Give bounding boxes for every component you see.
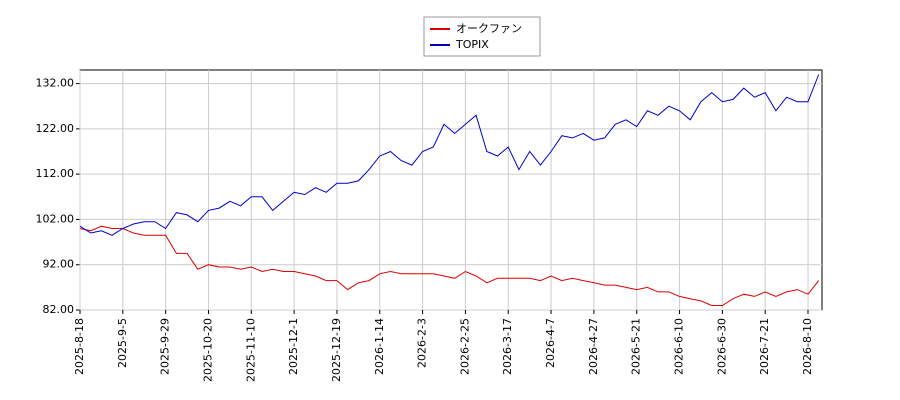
x-tick-label: 2026-1-14: [373, 318, 386, 375]
y-tick-label: 122.00: [36, 122, 75, 135]
x-tick-label: 2026-8-10: [801, 318, 814, 375]
x-tick-label: 2025-9-29: [159, 318, 172, 375]
legend-label: オークファン: [456, 22, 522, 35]
legend: オークファン TOPIX: [430, 22, 522, 51]
y-tick-label: 112.00: [36, 167, 75, 180]
x-tick-label: 2026-4-7: [544, 318, 557, 368]
y-tick-label: 82.00: [43, 303, 75, 316]
x-tick-label: 2025-8-18: [73, 318, 86, 375]
x-tick-label: 2026-5-21: [630, 318, 643, 375]
x-tick-label: 2026-6-10: [673, 318, 686, 375]
x-tick-label: 2026-4-27: [587, 318, 600, 375]
x-tick-label: 2025-11-10: [244, 318, 257, 382]
legend-box: [423, 16, 541, 57]
x-tick-label: 2026-2-3: [416, 318, 429, 368]
y-tick-label: 102.00: [36, 212, 75, 225]
plot-frame: [79, 69, 823, 311]
y-tick-label: 92.00: [43, 258, 75, 271]
x-tick-label: 2026-3-17: [501, 318, 514, 375]
line-series: [79, 74, 820, 236]
x-tick-label: 2026-6-30: [715, 318, 728, 375]
x-tick-label: 2026-7-21: [758, 318, 771, 375]
x-tick-label: 2025-10-20: [201, 318, 214, 382]
line-series: [79, 225, 820, 306]
x-tick-label: 2025-12-1: [287, 318, 300, 375]
y-tick-label: 132.00: [36, 77, 75, 90]
x-tick-label: 2025-12-19: [330, 318, 343, 382]
x-tick-label: 2026-2-25: [458, 318, 471, 375]
legend-label: TOPIX: [455, 38, 489, 51]
x-tick-label: 2025-9-5: [116, 318, 129, 368]
